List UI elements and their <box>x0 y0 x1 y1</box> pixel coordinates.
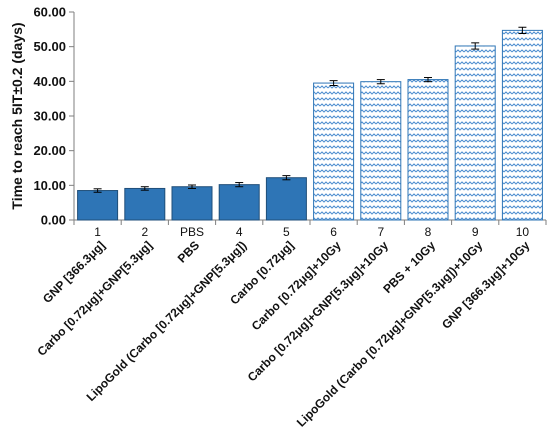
x-category-number: 1 <box>94 225 101 239</box>
y-tick-label: 10.00 <box>33 178 66 193</box>
x-category-label: Carbo [0.72μg]+10Gy <box>249 238 344 333</box>
x-category-number: 6 <box>330 225 337 239</box>
x-category-label: LipoGold (Carbo [0.72μg]+GNP[5.3μg]) <box>84 238 250 404</box>
x-category-label: GNP [366.3μg]+10Gy <box>439 238 533 332</box>
x-category-label: PBS <box>175 238 202 265</box>
y-tick-label: 40.00 <box>33 74 66 89</box>
bar <box>360 81 402 221</box>
bar <box>77 190 119 221</box>
y-tick-label: 0.00 <box>41 213 66 228</box>
x-category-number: 7 <box>377 225 384 239</box>
bar <box>124 187 166 221</box>
x-category-number: 4 <box>236 225 243 239</box>
y-tick-labels: 0.00 10.00 20.00 30.00 40.00 50.00 60.00 <box>33 5 66 228</box>
x-category-number: 10 <box>516 225 530 239</box>
x-category-number: 9 <box>472 225 479 239</box>
y-tick-label: 20.00 <box>33 143 66 158</box>
y-tick-label: 50.00 <box>33 39 66 54</box>
bar <box>171 186 213 221</box>
x-category-labels: GNP [366.3μg]Carbo [0.72μg]+GNP[5.3μg] PB… <box>34 238 532 430</box>
bar <box>265 177 307 221</box>
bars <box>77 29 543 221</box>
bar <box>454 45 496 221</box>
y-tick-label: 30.00 <box>33 109 66 124</box>
x-category-number: PBS <box>180 225 204 239</box>
x-category-number: 8 <box>425 225 432 239</box>
bar <box>501 29 543 221</box>
bar <box>407 79 449 221</box>
error-bars <box>93 26 527 193</box>
bar <box>218 184 260 221</box>
x-category-number: 2 <box>141 225 148 239</box>
y-tick-label: 60.00 <box>33 5 66 20</box>
y-axis-label: Time to reach 5IT±0.2 (days) <box>9 22 25 209</box>
bar <box>313 82 355 221</box>
x-category-numbers: 1 2 PBS 4 5 6 7 8 9 10 <box>94 225 529 239</box>
x-category-number: 5 <box>283 225 290 239</box>
